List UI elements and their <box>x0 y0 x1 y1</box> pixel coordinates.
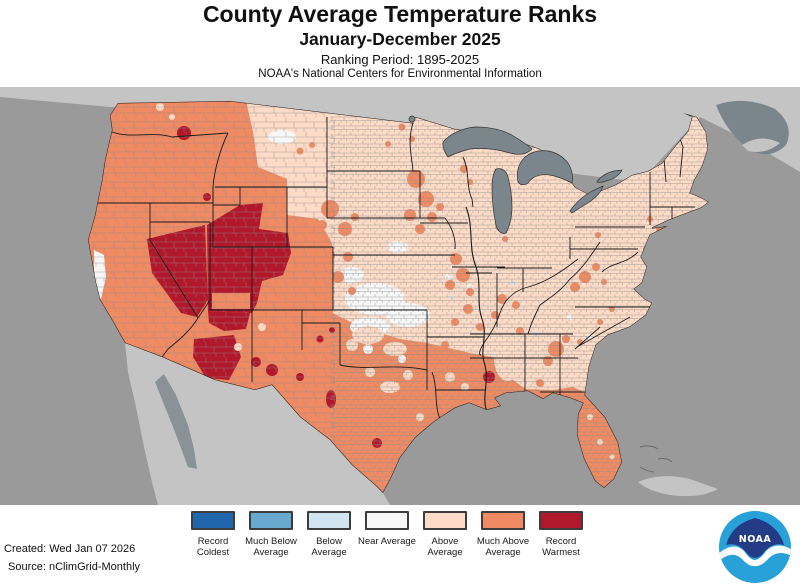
legend-swatch <box>249 511 293 530</box>
legend-label: Much Above Average <box>476 536 530 558</box>
legend-swatch <box>539 511 583 530</box>
us-county-temperature-map <box>0 87 800 505</box>
legend-item-near-average: Near Average <box>358 511 416 558</box>
legend-item-much-below-average: Much Below Average <box>242 511 300 558</box>
legend-item-record-coldest: Record Coldest <box>184 511 242 558</box>
cuba <box>638 476 718 497</box>
ranking-period: Ranking Period: 1895-2025 <box>320 52 480 67</box>
legend-swatch <box>423 511 467 530</box>
nova-scotia <box>742 138 780 152</box>
noaa-logo-gull-icon <box>719 545 791 567</box>
lake-ontario <box>596 169 623 183</box>
data-source: Source: nClimGrid-Monthly <box>8 561 141 573</box>
legend-label: Above Average <box>427 536 463 558</box>
lake-huron <box>516 150 573 186</box>
legend-swatch <box>307 511 351 530</box>
page-subtitle: January-December 2025 <box>299 29 501 49</box>
state-borders <box>98 116 695 440</box>
page-title: County Average Temperature Ranks <box>202 1 598 27</box>
legend-item-above-average: Above Average <box>416 511 474 558</box>
legend: Record Coldest Much Below Average Below … <box>184 511 590 558</box>
legend-swatch <box>191 511 235 530</box>
legend-item-below-average: Below Average <box>300 511 358 558</box>
legend-swatch <box>481 511 525 530</box>
noaa-logo: NOAA <box>716 511 794 584</box>
bahamas <box>639 445 673 473</box>
legend-item-record-warmest: Record Warmest <box>532 511 590 558</box>
lake-of-the-woods <box>408 115 416 123</box>
legend-swatch <box>365 511 409 530</box>
legend-label: Much Below Average <box>245 536 297 558</box>
lake-michigan <box>491 168 513 234</box>
lake-erie <box>569 185 604 214</box>
noaa-logo-text: NOAA <box>739 534 772 545</box>
noaa-logo-fan <box>726 518 784 558</box>
legend-label: Near Average <box>358 536 416 547</box>
lake-superior <box>442 126 533 158</box>
legend-label: Record Warmest <box>542 536 580 558</box>
legend-label: Record Coldest <box>196 536 230 558</box>
attribution: NOAA's National Centers for Environmenta… <box>258 68 542 80</box>
legend-label: Below Average <box>311 536 347 558</box>
legend-item-much-above-average: Much Above Average <box>474 511 532 558</box>
great-lakes <box>408 115 623 234</box>
gulf-of-california <box>155 374 197 469</box>
canada-landmass <box>0 87 800 182</box>
created-date: Created: Wed Jan 07 2026 <box>4 543 136 555</box>
